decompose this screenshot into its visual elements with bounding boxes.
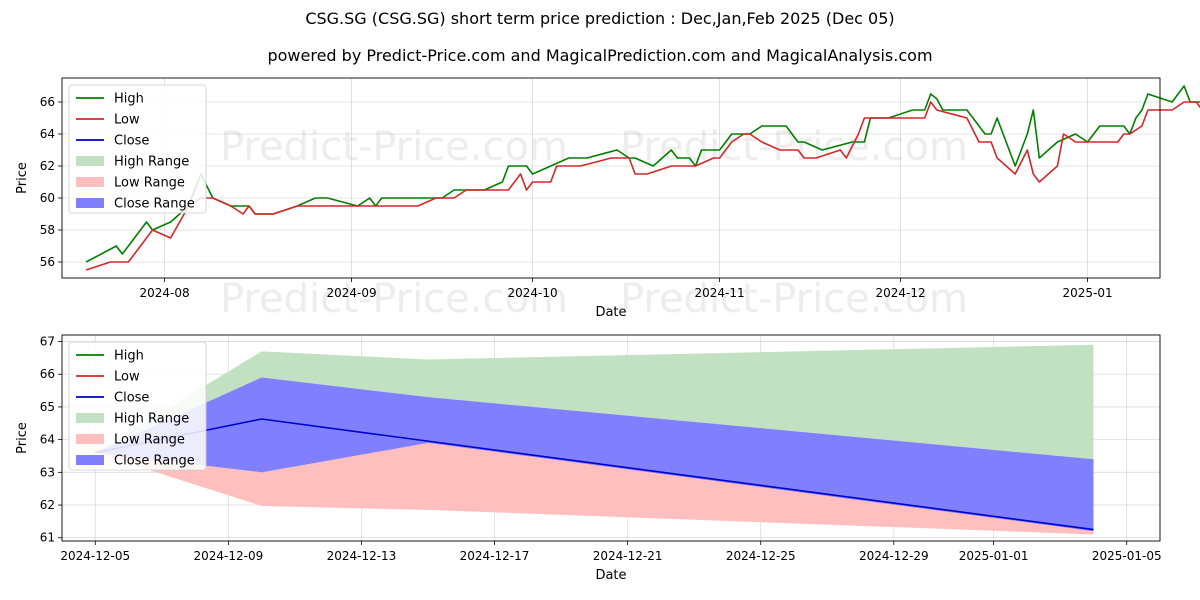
- legend-swatch-low-range: [76, 434, 104, 444]
- y-tick-label: 62: [40, 498, 55, 512]
- legend-label-low-range: Low Range: [114, 176, 185, 191]
- y-tick-label: 66: [40, 95, 55, 109]
- legend-label-low-range: Low Range: [114, 433, 185, 448]
- watermark-text: Predict-Price.com: [620, 276, 968, 322]
- x-tick-label: 2024-09: [327, 286, 377, 300]
- plot-frame: [61, 77, 1161, 279]
- y-tick-label: 62: [40, 159, 55, 173]
- x-tick-label: 2025-01-01: [959, 549, 1029, 563]
- x-tick-label: 2024-12-21: [593, 549, 663, 563]
- y-axis-label: Price: [15, 422, 30, 454]
- y-tick-label: 65: [40, 400, 55, 414]
- legend-label-low: Low: [114, 113, 140, 128]
- high-line: [85, 85, 1200, 263]
- y-tick-label: 60: [40, 191, 55, 205]
- x-axis-label: Date: [595, 305, 626, 320]
- chart-subtitle: powered by Predict-Price.com and Magical…: [267, 46, 933, 65]
- y-tick-label: 64: [40, 127, 55, 141]
- y-tick-label: 64: [40, 433, 55, 447]
- watermark-text: Predict-Price.com: [620, 124, 968, 170]
- chart-title: CSG.SG (CSG.SG) short term price predict…: [305, 9, 895, 28]
- close-range-area: [95, 377, 1094, 532]
- legend-label-high: High: [114, 92, 144, 107]
- x-tick-label: 2024-12-09: [193, 549, 263, 563]
- chart-panel-2: 61 62 63 64 65 66 67 2024-12-05 2024-12-09 2024-1…: [15, 335, 1162, 583]
- x-tick-label: 2024-12-13: [327, 549, 397, 563]
- watermark-text: Predict-Price.com: [220, 276, 568, 322]
- legend-label-close-range: Close Range: [114, 197, 195, 212]
- legend-swatch-low-range: [76, 177, 104, 187]
- plot-frame: [61, 334, 1161, 542]
- legend-label-high: High: [114, 349, 144, 364]
- watermark-text: Predict-Price.com: [220, 124, 568, 170]
- grid: [62, 78, 1160, 278]
- x-tick-label: 2024-12: [876, 286, 926, 300]
- legend-swatch-close-range: [76, 455, 104, 465]
- legend: High Low Close High Range Low Range Close Ran…: [68, 341, 207, 471]
- x-tick-label: 2025-01: [1063, 286, 1113, 300]
- legend-label-close: Close: [114, 134, 149, 149]
- legend-label-close-range: Close Range: [114, 454, 195, 469]
- y-tick-label: 61: [40, 531, 55, 545]
- x-tick-label: 2024-12-29: [859, 549, 929, 563]
- x-axis-label: Date: [595, 568, 626, 583]
- x-tick-label: 2024-12-25: [726, 549, 796, 563]
- x-tick-label: 2024-12-17: [460, 549, 530, 563]
- legend-label-close: Close: [114, 391, 149, 406]
- chart-panel-1: 56 58 60 62 64 66 2024-08 2024-09 2024-10 2024-11…: [15, 77, 1200, 322]
- low-line: [85, 101, 1200, 271]
- x-tick-label: 2024-12-05: [60, 549, 130, 563]
- legend: High Low Close High Range Low Range Close Ran…: [68, 84, 207, 214]
- legend-swatch-high-range: [76, 413, 104, 423]
- x-tick-label: 2024-11: [695, 286, 745, 300]
- legend-label-high-range: High Range: [114, 412, 189, 427]
- y-axis-label: Price: [15, 162, 30, 194]
- legend-swatch-high-range: [76, 156, 104, 166]
- legend-swatch-close-range: [76, 198, 104, 208]
- y-tick-label: 56: [40, 255, 55, 269]
- y-tick-label: 66: [40, 367, 55, 381]
- y-tick-label: 67: [40, 335, 55, 349]
- legend-label-high-range: High Range: [114, 155, 189, 170]
- x-tick-label: 2024-08: [139, 286, 189, 300]
- legend-label-low: Low: [114, 370, 140, 385]
- y-tick-label: 63: [40, 465, 55, 479]
- low-range-area: [95, 442, 1094, 535]
- y-tick-label: 58: [40, 223, 55, 237]
- x-tick-label: 2024-10: [508, 286, 558, 300]
- x-tick-label: 2025-01-05: [1092, 549, 1162, 563]
